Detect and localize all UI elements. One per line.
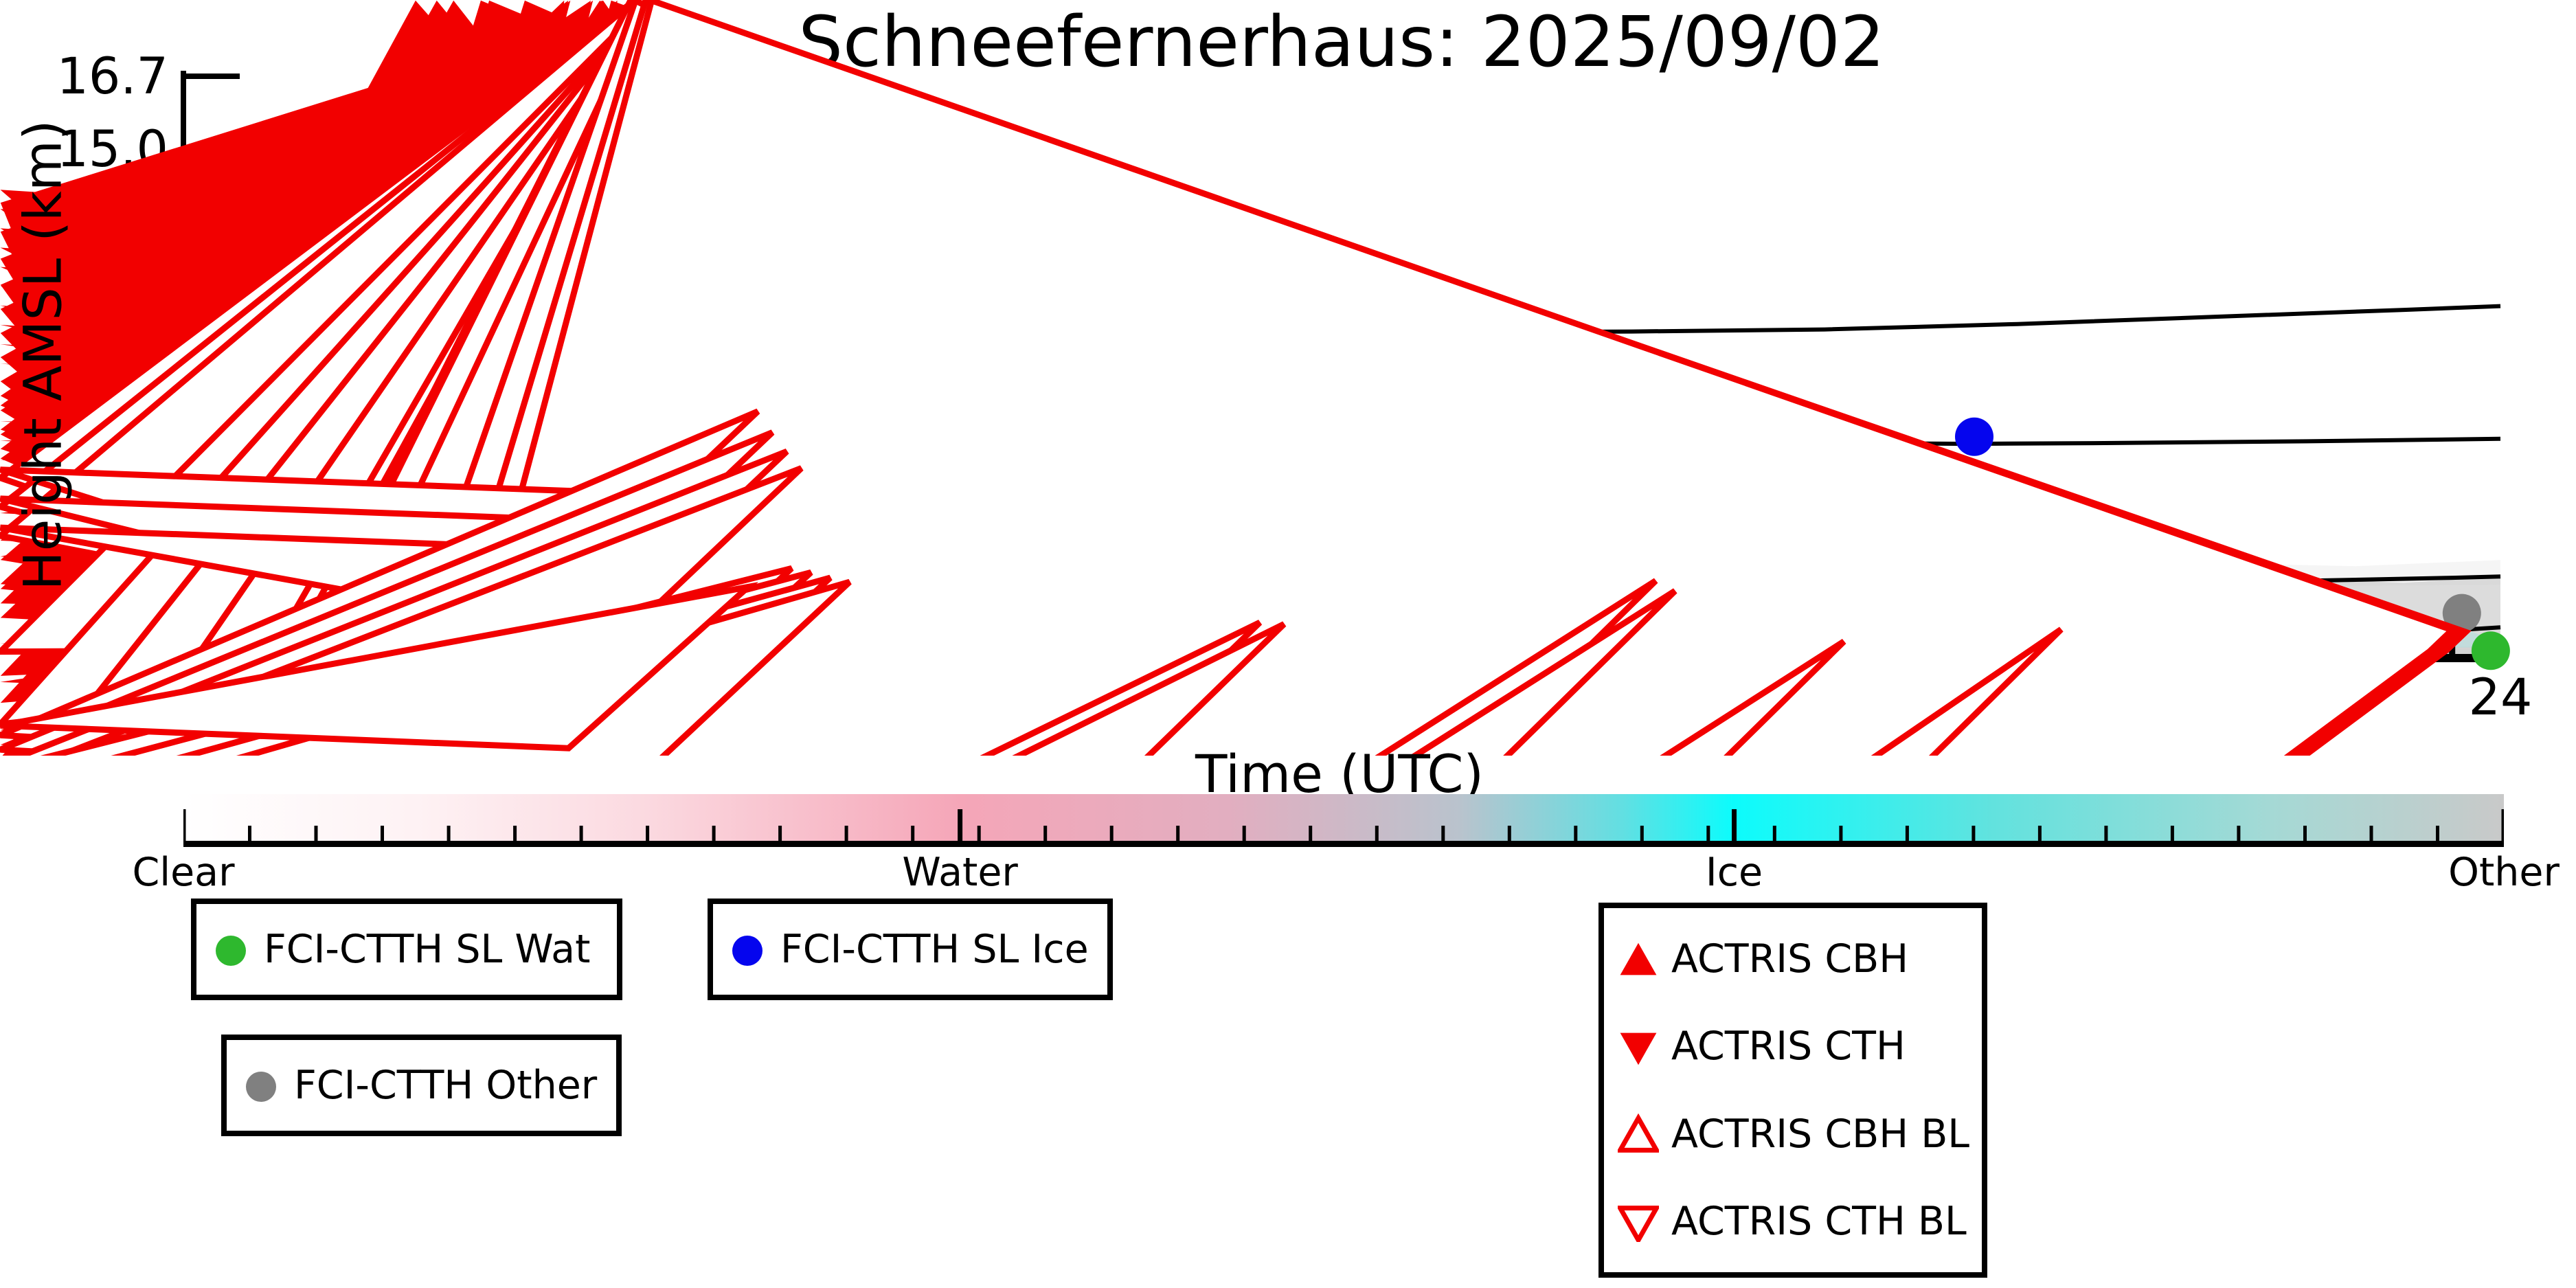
cth-triangle-icon — [1620, 1032, 1657, 1065]
cth-bl-triangle-icon — [1618, 1206, 1659, 1243]
legend-label: ACTRIS CBH — [1671, 936, 1909, 982]
colorbar-gradient — [183, 794, 2504, 841]
legend-item-fci-ctth-sl-ice: FCI-CTTH SL Ice — [727, 919, 1094, 980]
ice-dot-icon — [732, 936, 762, 966]
legend-item-actris-cbh-bl: ACTRIS CBH BL — [1618, 1104, 1970, 1164]
water-dot-icon — [216, 936, 246, 966]
colorbar-label-water: Water — [902, 850, 1018, 895]
y-tick-label: 16.7 — [56, 47, 168, 106]
plot-canvas: 2302502732792.794.546.288.039.7711.513.2… — [0, 0, 2533, 756]
legend-box-other: FCI-CTTH Other — [221, 1035, 622, 1136]
legend-item-actris-cbh: ACTRIS CBH — [1618, 929, 1968, 989]
legend-label: ACTRIS CTH — [1671, 1024, 1906, 1070]
colorbar-label-ice: Ice — [1705, 850, 1763, 895]
other-dot-icon — [246, 1072, 276, 1102]
x-tick-label: 24 — [2469, 668, 2533, 727]
legend-label: ACTRIS CBH BL — [1671, 1111, 1970, 1157]
y-axis-title: Height AMSL (km) — [12, 120, 74, 591]
legend-item-fci-ctth-other: FCI-CTTH Other — [240, 1055, 602, 1116]
colorbar-label-other: Other — [2448, 850, 2560, 895]
colorbar-ticks — [183, 809, 2504, 841]
legend-item-actris-cth: ACTRIS CTH — [1618, 1016, 1968, 1076]
colorbar-label-clear: Clear — [132, 850, 235, 895]
cbh-triangle-icon — [1620, 942, 1657, 975]
legend-label: ACTRIS CTH BL — [1671, 1199, 1967, 1245]
legend-item-fci-ctth-sl-wat: FCI-CTTH SL Wat — [210, 919, 603, 980]
series-actris-cth-bl — [0, 408, 2064, 756]
legend-label: FCI-CTTH SL Ice — [780, 927, 1089, 972]
colorbar — [183, 794, 2504, 847]
legend-label: FCI-CTTH Other — [294, 1063, 598, 1108]
cbh-bl-triangle-icon — [1618, 1113, 1659, 1153]
legend-box-wat: FCI-CTTH SL Wat — [191, 899, 622, 1000]
legend-label: FCI-CTTH SL Wat — [264, 927, 591, 972]
legend-item-actris-cth-bl: ACTRIS CTH BL — [1618, 1191, 1968, 1252]
chart-title: Schneefernerhaus: 2025/09/02 — [798, 1, 1885, 83]
legend-box-ice: FCI-CTTH SL Ice — [708, 899, 1113, 1000]
legend-box-actris: ACTRIS CBH ACTRIS CTH ACTRIS CBH BL ACTR… — [1598, 903, 1987, 1278]
